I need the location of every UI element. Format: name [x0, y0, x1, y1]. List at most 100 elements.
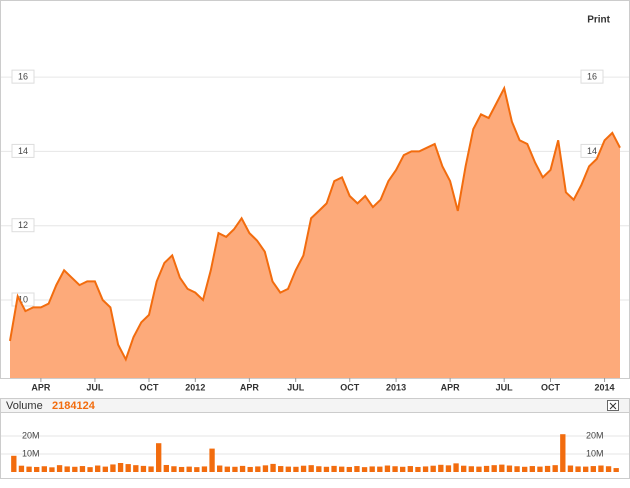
volume-bar	[461, 465, 467, 472]
y-tick-label: 20M	[22, 430, 40, 440]
volume-bar	[392, 466, 398, 472]
x-tick-label: APR	[441, 382, 461, 392]
volume-bar	[79, 466, 86, 472]
volume-bar	[316, 466, 322, 472]
volume-bar	[95, 465, 101, 472]
volume-bar	[300, 465, 307, 472]
x-tick-label: 2013	[386, 382, 406, 392]
volume-bar	[217, 465, 223, 472]
volume-bar	[369, 466, 375, 472]
x-tick-label: 2012	[185, 382, 205, 392]
volume-bar	[140, 465, 147, 472]
y-tick-label: 20M	[586, 430, 604, 440]
volume-bar	[354, 466, 360, 472]
volume-bar	[483, 465, 490, 472]
volume-bar	[468, 466, 474, 472]
x-tick-label: OCT	[541, 382, 561, 392]
volume-bar	[156, 443, 162, 472]
volume-bar	[567, 465, 574, 472]
volume-bar	[346, 466, 352, 472]
y-tick-box	[11, 218, 35, 233]
volume-bar	[201, 466, 208, 472]
volume-bar	[476, 466, 482, 472]
volume-bar	[49, 467, 55, 472]
y-tick-label: 10M	[586, 448, 604, 458]
volume-bar	[400, 466, 406, 472]
volume-bar	[11, 455, 17, 472]
volume-bar	[293, 466, 299, 472]
y-tick-box	[580, 69, 604, 84]
volume-bar	[415, 466, 421, 472]
volume-bar	[506, 465, 513, 472]
x-tick-label: 2014	[595, 382, 615, 392]
volume-bar	[125, 464, 131, 472]
volume-bar	[605, 466, 612, 472]
volume-bar	[537, 466, 543, 472]
volume-bar	[598, 465, 604, 472]
volume-bar	[255, 466, 261, 472]
volume-bar	[110, 464, 116, 472]
x-tick-label: APR	[240, 382, 260, 392]
volume-bar	[148, 466, 154, 472]
volume-bar	[590, 466, 596, 472]
y-tick-box	[11, 69, 35, 84]
volume-bar	[613, 468, 619, 472]
x-tick-label: OCT	[340, 382, 360, 392]
x-tick-label: JUL	[86, 382, 104, 392]
volume-bar	[133, 465, 139, 472]
volume-bar	[239, 465, 246, 472]
volume-bar	[178, 466, 185, 472]
volume-bar	[438, 464, 444, 472]
volume-bar	[285, 466, 291, 472]
volume-bar	[278, 466, 284, 472]
volume-panel	[0, 412, 630, 479]
x-tick-label: OCT	[139, 382, 159, 392]
volume-bar	[270, 463, 276, 472]
volume-bar	[308, 465, 314, 472]
volume-bar	[529, 466, 535, 472]
volume-bar	[194, 467, 200, 472]
volume-bar	[339, 466, 345, 472]
volume-bar	[87, 467, 93, 472]
volume-bar	[209, 448, 215, 472]
volume-bar	[544, 465, 551, 472]
print-button[interactable]: Print	[587, 15, 610, 26]
volume-bar	[186, 466, 192, 472]
y-tick-label: 10	[18, 294, 28, 304]
volume-bar	[407, 466, 413, 472]
volume-bar	[499, 464, 505, 472]
volume-bar	[117, 463, 124, 472]
close-icon	[609, 402, 617, 410]
volume-bar	[331, 465, 337, 472]
volume-current: 2184124	[52, 400, 96, 412]
volume-bar	[445, 465, 452, 472]
volume-bar	[56, 465, 63, 472]
y-tick-label: 16	[587, 72, 597, 82]
volume-bar	[560, 434, 566, 472]
y-tick-label: 10M	[22, 448, 40, 458]
volume-bar	[41, 466, 47, 472]
volume-label: Volume	[6, 400, 43, 412]
volume-bar	[522, 466, 528, 472]
volume-bar	[171, 466, 177, 472]
volume-bar	[453, 463, 459, 472]
volume-bar	[377, 466, 383, 472]
volume-bar	[18, 465, 25, 472]
volume-bar	[514, 466, 520, 472]
volume-header	[0, 398, 630, 413]
volume-bar	[224, 466, 230, 472]
volume-bar	[583, 466, 589, 472]
volume-bar	[262, 465, 269, 472]
price-line	[9, 85, 621, 362]
volume-bar	[430, 465, 436, 472]
volume-bar	[72, 466, 78, 472]
volume-bar	[34, 466, 40, 472]
y-tick-box	[11, 143, 35, 158]
y-tick-label: 14	[587, 146, 597, 156]
volume-bar	[232, 466, 238, 472]
x-tick-label: APR	[31, 382, 51, 392]
volume-layer: 10M 10M 20M 20M	[1, 430, 629, 472]
volume-bar	[64, 466, 70, 472]
volume-bar	[26, 466, 32, 472]
